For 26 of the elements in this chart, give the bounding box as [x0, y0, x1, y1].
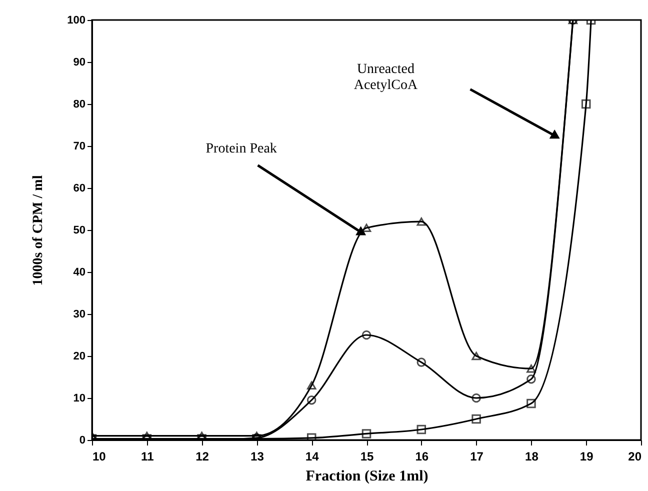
x-tick-label: 13 [250, 450, 264, 464]
y-tick-label: 100 [67, 14, 86, 26]
y-tick-label: 90 [73, 56, 86, 68]
y-tick-label: 70 [73, 140, 86, 152]
x-tick-label: 16 [415, 450, 429, 464]
annotation: Unreacted AcetylCoA [354, 62, 418, 94]
x-tick-label: 11 [141, 450, 154, 464]
y-tick-label: 0 [79, 434, 86, 446]
x-tick-label: 10 [92, 450, 106, 464]
x-tick-label: 12 [196, 450, 210, 464]
y-tick-label: 30 [73, 308, 86, 320]
x-tick-label: 14 [305, 450, 320, 464]
annotation: Protein Peak [206, 142, 277, 157]
x-tick-label: 20 [628, 450, 642, 464]
y-tick-label: 10 [73, 392, 86, 404]
x-axis-title: Fraction (Size 1ml) [306, 468, 428, 484]
y-axis-title: 1000s of CPM / ml [31, 175, 46, 286]
y-tick-label: 60 [73, 182, 86, 194]
x-tick-label: 15 [360, 450, 374, 464]
y-tick-label: 80 [73, 98, 86, 110]
x-tick-label: 19 [580, 450, 594, 464]
y-tick-label: 20 [73, 350, 86, 362]
x-tick-label: 17 [470, 450, 484, 464]
y-tick-label: 40 [73, 266, 86, 278]
x-tick-label: 18 [525, 450, 539, 464]
y-tick-label: 50 [73, 224, 86, 236]
